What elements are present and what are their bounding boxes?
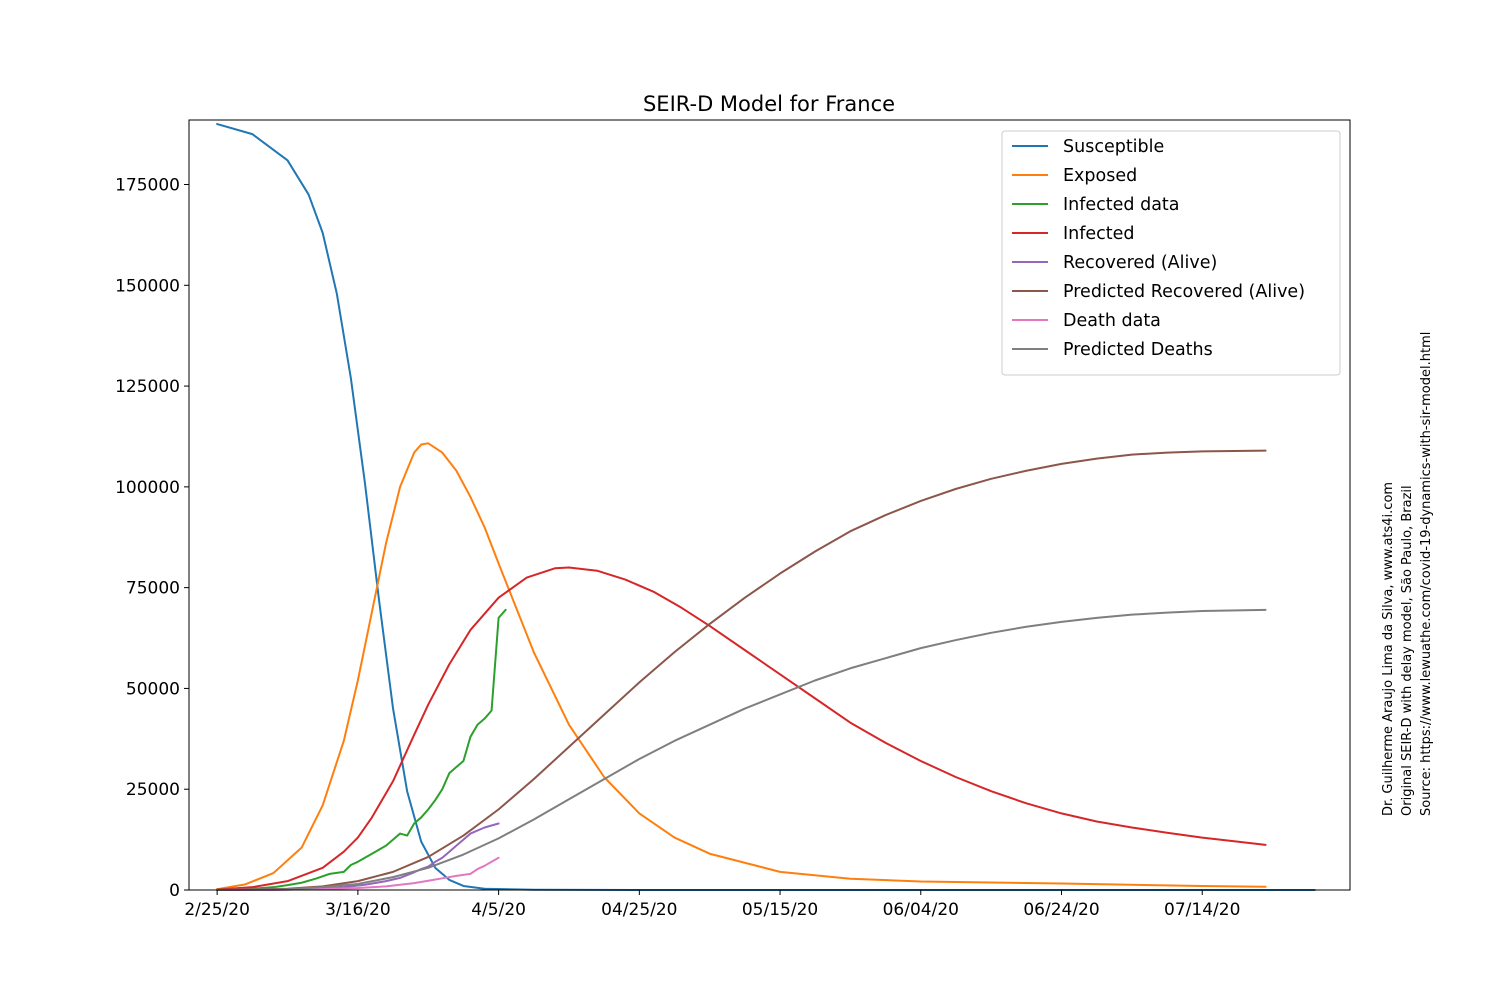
x-tick-label: 07/14/20 [1164,900,1240,920]
x-tick-label: 4/5/20 [471,900,526,920]
credits: Dr. Guilherme Araujo Lima da Silva, www.… [1381,332,1434,816]
y-tick-label: 175000 [115,176,180,196]
y-tick-label: 25000 [126,780,180,800]
plot-lines [216,123,1316,891]
x-tick-label: 3/16/20 [325,900,391,920]
x-tick-label: 2/25/20 [184,900,250,920]
legend-label-recovered-alive: Recovered (Alive) [1063,253,1217,273]
legend-label-susceptible: Susceptible [1063,137,1164,157]
x-tick-label: 06/24/20 [1023,900,1099,920]
y-tick-label: 100000 [115,478,180,498]
series-line-infected [216,566,1267,891]
x-tick-label: 05/15/20 [742,900,818,920]
legend-label-infected-data: Infected data [1063,195,1180,215]
credit-line-author: Dr. Guilherme Araujo Lima da Silva, www.… [1381,482,1396,816]
credit-line-source: Source: https://www.lewuathe.com/covid-1… [1419,332,1434,816]
series-line-infected-data [216,608,507,891]
legend-label-infected: Infected [1063,224,1135,244]
series-line-predicted-deaths [216,608,1267,891]
legend-label-death-data: Death data [1063,311,1161,331]
y-tick-label: 125000 [115,377,180,397]
x-axis: 2/25/20 3/16/20 4/5/20 04/25/20 05/15/20 06/0… [184,890,1240,920]
y-tick-label: 50000 [126,679,180,699]
y-tick-label: 150000 [115,276,180,296]
x-tick-label: 04/25/20 [601,900,677,920]
legend-label-exposed: Exposed [1063,166,1137,186]
chart-title: SEIR-D Model for France [643,92,895,116]
legend-label-predicted-deaths: Predicted Deaths [1063,340,1213,360]
x-tick-label: 06/04/20 [883,900,959,920]
y-tick-label: 0 [169,881,180,901]
plot-frame [188,119,1351,891]
y-tick-label: 75000 [126,579,180,599]
credit-line-model: Original SEIR-D with delay model, São Pa… [1400,485,1415,816]
series-line-death-data [216,856,500,891]
legend-box [1001,130,1341,376]
series-line-susceptible [216,123,1316,891]
y-axis: 0 25000 50000 75000 100000 125000 150000 175000 [115,176,189,901]
legend: Susceptible Exposed Infected data Infected R… [1001,130,1341,376]
series-line-predicted-recovered-alive [216,449,1267,891]
legend-label-predicted-recovered-alive: Predicted Recovered (Alive) [1063,282,1305,302]
series-line-exposed [216,442,1267,891]
